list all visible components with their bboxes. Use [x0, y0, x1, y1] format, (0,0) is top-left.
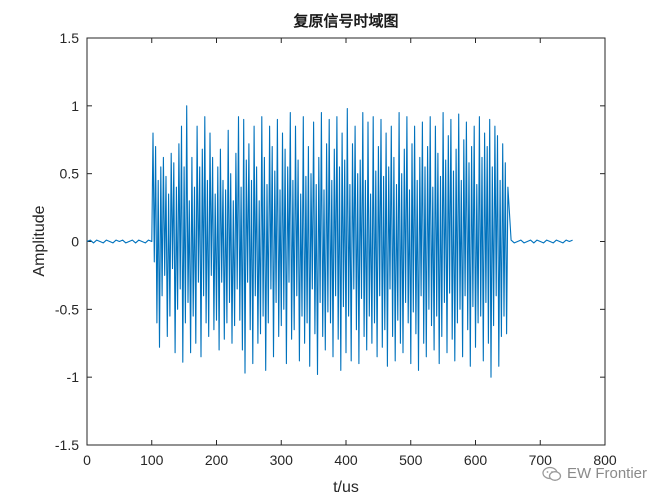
- x-tick-label: 400: [334, 452, 358, 468]
- series-layer: [86, 105, 573, 378]
- x-axis-ticks: 0 100 200 300 400 500 600 700 800: [83, 38, 617, 468]
- x-tick-label: 800: [593, 452, 617, 468]
- x-tick-label: 200: [205, 452, 229, 468]
- y-tick-label: -0.5: [55, 301, 79, 317]
- x-tick-label: 500: [399, 452, 423, 468]
- x-tick-label: 700: [529, 452, 553, 468]
- watermark: EW Frontier: [542, 465, 647, 482]
- x-tick-label: 300: [270, 452, 294, 468]
- y-tick-label: 0.5: [60, 166, 80, 182]
- watermark-text: EW Frontier: [566, 465, 647, 482]
- y-axis-label: Amplitude: [31, 205, 48, 276]
- wechat-icon: [542, 466, 562, 481]
- chart-title: 复原信号时域图: [292, 12, 398, 30]
- y-tick-label: -1.5: [55, 437, 79, 453]
- y-tick-label: 1: [71, 98, 79, 114]
- x-tick-label: 100: [140, 452, 164, 468]
- y-tick-label: -1: [67, 369, 80, 385]
- y-axis-ticks: 1.5 1 0.5 0 -0.5 -1 -1.5: [55, 30, 605, 453]
- signal-line: [86, 105, 573, 378]
- x-tick-label: 600: [464, 452, 488, 468]
- x-tick-label: 0: [83, 452, 91, 468]
- x-axis-label: t/us: [333, 479, 359, 496]
- y-tick-label: 1.5: [60, 30, 80, 46]
- y-tick-label: 0: [71, 234, 79, 250]
